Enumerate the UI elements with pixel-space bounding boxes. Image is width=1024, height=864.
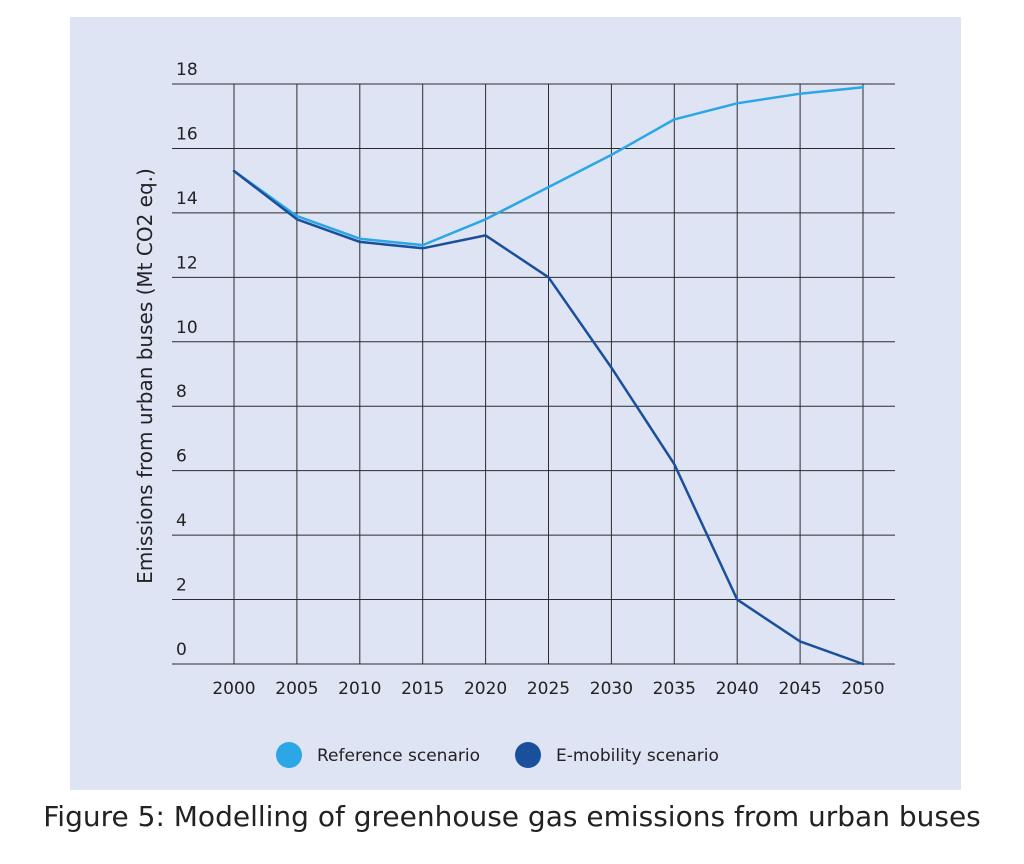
legend-marker-emobility <box>515 742 541 768</box>
y-tick-label: 2 <box>176 576 187 596</box>
y-tick-labels: 0 2 4 6 8 10 12 14 16 18 <box>176 60 198 660</box>
x-tick-label: 2030 <box>590 679 633 699</box>
y-tick-label: 14 <box>176 189 198 209</box>
legend-label-reference: Reference scenario <box>317 746 480 766</box>
x-tick-label: 2015 <box>401 679 444 699</box>
y-axis-title: Emissions from urban buses (Mt CO2 eq.) <box>133 168 157 584</box>
x-tick-labels: 2000 2005 2010 2015 2020 2025 2030 2035 2040 2045… <box>212 679 884 699</box>
chart-panel <box>70 17 961 790</box>
figure-caption: Figure 5: Modelling of greenhouse gas em… <box>43 800 981 833</box>
y-tick-label: 6 <box>176 447 187 467</box>
x-tick-label: 2020 <box>464 679 507 699</box>
series-line-reference <box>232 85 865 247</box>
y-tick-label: 16 <box>176 124 198 144</box>
legend-label-emobility: E-mobility scenario <box>556 746 719 766</box>
legend-marker-reference <box>276 742 302 768</box>
y-tick-label: 12 <box>176 253 198 273</box>
x-tick-label: 2050 <box>841 679 884 699</box>
y-tick-label: 8 <box>176 382 187 402</box>
x-tick-label: 2045 <box>778 679 821 699</box>
y-tick-label: 0 <box>176 640 187 660</box>
y-tick-label: 10 <box>176 318 198 338</box>
series-line-emobility <box>232 169 865 666</box>
x-tick-label: 2005 <box>275 679 318 699</box>
series-lines <box>232 85 865 666</box>
x-tick-label: 2035 <box>653 679 696 699</box>
x-tick-label: 2010 <box>338 679 381 699</box>
grid-lines <box>172 83 895 665</box>
y-tick-label: 4 <box>176 511 187 531</box>
legend: Reference scenario E-mobility scenario <box>276 742 719 768</box>
x-tick-label: 2040 <box>716 679 759 699</box>
x-tick-label: 2000 <box>212 679 255 699</box>
x-tick-label: 2025 <box>527 679 570 699</box>
y-tick-label: 18 <box>176 60 198 80</box>
